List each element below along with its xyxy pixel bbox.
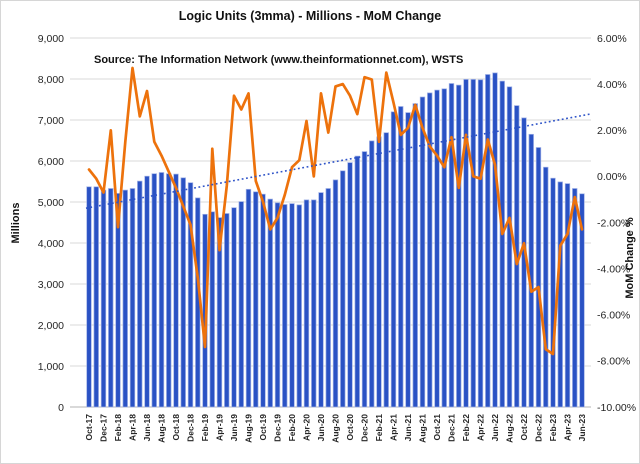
svg-text:Dec-18: Dec-18: [186, 414, 196, 442]
svg-text:2,000: 2,000: [38, 320, 64, 332]
svg-text:-10.00%: -10.00%: [597, 402, 636, 414]
svg-text:1,000: 1,000: [38, 361, 64, 373]
svg-text:Feb-22: Feb-22: [461, 414, 471, 442]
svg-text:Dec-20: Dec-20: [360, 414, 370, 442]
svg-text:5,000: 5,000: [38, 197, 64, 209]
svg-text:6.00%: 6.00%: [597, 33, 627, 45]
svg-text:Jun-20: Jun-20: [316, 414, 326, 442]
svg-text:Apr-18: Apr-18: [128, 414, 138, 441]
svg-text:0.00%: 0.00%: [597, 171, 627, 183]
left-axis-title: Millions: [10, 202, 22, 244]
svg-text:Jun-21: Jun-21: [403, 414, 413, 442]
svg-text:8,000: 8,000: [38, 74, 64, 86]
svg-text:Feb-20: Feb-20: [287, 414, 297, 442]
svg-text:Oct-21: Oct-21: [432, 414, 442, 441]
svg-text:Dec-21: Dec-21: [447, 414, 457, 442]
svg-text:Feb-23: Feb-23: [548, 414, 558, 442]
svg-text:Aug-19: Aug-19: [244, 414, 254, 443]
right-axis-title: MoM Change %: [624, 217, 636, 299]
svg-text:2.00%: 2.00%: [597, 125, 627, 137]
svg-text:Apr-23: Apr-23: [563, 414, 573, 441]
svg-text:Oct-17: Oct-17: [84, 414, 94, 441]
svg-text:Apr-22: Apr-22: [476, 414, 486, 441]
svg-text:Oct-20: Oct-20: [345, 414, 355, 441]
svg-text:9,000: 9,000: [38, 33, 64, 45]
svg-text:4.00%: 4.00%: [597, 79, 627, 91]
svg-text:Apr-21: Apr-21: [389, 414, 399, 441]
trend-line: [85, 113, 592, 209]
svg-text:-2.00%: -2.00%: [597, 217, 630, 229]
svg-text:Aug-22: Aug-22: [505, 414, 515, 443]
svg-text:-6.00%: -6.00%: [597, 310, 630, 322]
svg-text:Dec-22: Dec-22: [534, 414, 544, 442]
svg-text:Jun-19: Jun-19: [229, 414, 239, 442]
svg-text:4,000: 4,000: [38, 238, 64, 250]
svg-text:Feb-19: Feb-19: [200, 414, 210, 442]
svg-text:0: 0: [58, 402, 64, 414]
svg-text:Aug-21: Aug-21: [418, 414, 428, 443]
svg-text:6,000: 6,000: [38, 156, 64, 168]
svg-text:Oct-18: Oct-18: [171, 414, 181, 441]
mom-line: [87, 66, 584, 356]
svg-text:Feb-18: Feb-18: [113, 414, 123, 442]
svg-text:Jun-23: Jun-23: [577, 414, 587, 442]
svg-text:-4.00%: -4.00%: [597, 263, 630, 275]
svg-text:Aug-20: Aug-20: [331, 414, 341, 443]
chart-title: Logic Units (3mma) - Millions - MoM Chan…: [178, 9, 442, 23]
svg-text:Jun-18: Jun-18: [142, 414, 152, 442]
svg-text:Oct-19: Oct-19: [258, 414, 268, 441]
svg-text:Jun-22: Jun-22: [490, 414, 500, 442]
svg-text:Apr-20: Apr-20: [302, 414, 312, 441]
svg-text:Dec-19: Dec-19: [273, 414, 283, 442]
svg-text:Aug-18: Aug-18: [157, 414, 167, 443]
svg-text:3,000: 3,000: [38, 279, 64, 291]
svg-text:Apr-19: Apr-19: [215, 414, 225, 441]
svg-text:7,000: 7,000: [38, 115, 64, 127]
svg-text:Feb-21: Feb-21: [374, 414, 384, 442]
source-note: Source: The Information Network (www.the…: [94, 54, 464, 66]
svg-text:Dec-17: Dec-17: [99, 414, 109, 442]
bar-series: [86, 72, 585, 408]
svg-text:-8.00%: -8.00%: [597, 356, 630, 368]
svg-text:Oct-22: Oct-22: [519, 414, 529, 441]
